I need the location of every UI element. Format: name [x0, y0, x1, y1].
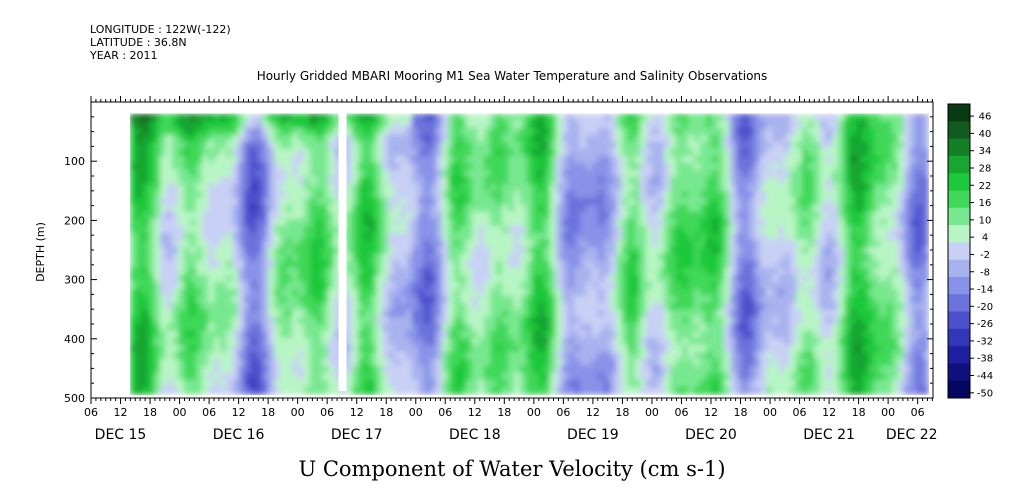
x-tick-label: 18 — [615, 406, 629, 419]
data-gap — [338, 111, 347, 392]
colorbar-swatch — [948, 121, 970, 140]
colorbar-tick-label: 40 — [979, 129, 992, 140]
y-tick-label: 500 — [64, 392, 85, 405]
colorbar-tick-label: -26 — [977, 319, 993, 330]
x-tick-label: 12 — [704, 406, 718, 419]
colorbar-tick-label: 46 — [979, 112, 992, 123]
colorbar-tick-label: -32 — [977, 336, 993, 347]
x-day-label: DEC 18 — [449, 427, 501, 443]
colorbar-tick-label: -50 — [977, 388, 993, 399]
chart-title: Hourly Gridded MBARI Mooring M1 Sea Wate… — [257, 69, 768, 83]
colorbar-swatch — [948, 104, 970, 122]
x-day-label: DEC 20 — [685, 427, 737, 443]
x-tick-label: 06 — [202, 406, 216, 419]
colorbar-swatch — [948, 225, 970, 243]
colorbar-tick-label: 34 — [979, 146, 992, 157]
colorbar-tick-label: 10 — [979, 215, 992, 226]
colorbar-swatch — [948, 328, 970, 347]
x-tick-label: 12 — [114, 406, 128, 419]
x-day-label: DEC 19 — [567, 427, 619, 443]
colorbar-swatch — [948, 155, 970, 174]
y-axis-label: DEPTH (m) — [34, 222, 47, 282]
y-axis: 100 200 300 400 500 — [64, 116, 933, 405]
colorbar-swatch — [948, 207, 970, 226]
x-tick-label: 00 — [527, 406, 541, 419]
latitude-label: LATITUDE : 36.8N — [90, 36, 187, 49]
x-tick-label: 18 — [497, 406, 511, 419]
x-tick-label: 06 — [793, 406, 807, 419]
colorbar-swatch — [948, 259, 970, 278]
year-label: YEAR : 2011 — [90, 49, 158, 62]
x-tick-label: 00 — [291, 406, 305, 419]
colorbar-label: U Component of Water Velocity (cm s-1) — [298, 457, 725, 481]
colorbar-tick-label: 28 — [979, 163, 992, 174]
x-tick-label: 18 — [379, 406, 393, 419]
x-tick-label: 06 — [556, 406, 570, 419]
colorbar-swatch — [948, 190, 970, 209]
x-axis: 06 12 18 00 06 12 18 00 06 12 18 00 06 12 18 00 06 12 18 00… — [84, 96, 938, 443]
colorbar-tick-label: -14 — [977, 285, 993, 296]
longitude-label: LONGITUDE : 122W(-122) — [90, 23, 231, 36]
colorbar-swatch — [948, 294, 970, 313]
y-tick-label: 200 — [64, 214, 85, 227]
x-day-label: DEC 16 — [213, 427, 265, 443]
colorbar-tick-label: -44 — [977, 371, 993, 382]
x-tick-label: 06 — [438, 406, 452, 419]
y-tick-label: 100 — [64, 155, 85, 168]
y-tick-label: 300 — [64, 274, 85, 287]
colorbar-swatch — [948, 380, 970, 399]
x-tick-label: 00 — [881, 406, 895, 419]
colorbar-swatch — [948, 276, 970, 295]
gap-stripe — [338, 111, 347, 392]
x-tick-label: 00 — [409, 406, 423, 419]
colorbar-tick-label: -2 — [980, 250, 990, 261]
x-tick-label: 00 — [173, 406, 187, 419]
x-tick-label: 12 — [822, 406, 836, 419]
x-day-label: DEC 22 — [886, 427, 938, 443]
x-tick-label: 12 — [232, 406, 246, 419]
x-tick-label: 18 — [261, 406, 275, 419]
x-tick-label: 06 — [911, 406, 925, 419]
colorbar-swatch — [948, 138, 970, 157]
colorbar: 46 40 34 28 22 16 10 4 -2 -8 -14 -20 -26 -32 -38 -44 -50 — [947, 103, 993, 399]
colorbar-swatch — [948, 346, 970, 364]
x-tick-label: 18 — [734, 406, 748, 419]
colorbar-tick-label: 22 — [979, 181, 992, 192]
x-day-label: DEC 17 — [331, 427, 383, 443]
colorbar-tick-label: -20 — [977, 302, 993, 313]
colorbar-swatch — [948, 242, 970, 261]
x-tick-label: 06 — [320, 406, 334, 419]
x-tick-label: 12 — [586, 406, 600, 419]
y-tick-label: 400 — [64, 333, 85, 346]
colorbar-frame — [947, 103, 971, 399]
colorbar-swatch — [948, 363, 970, 382]
colorbar-tick-label: 4 — [982, 233, 988, 244]
colorbar-swatch — [948, 173, 970, 191]
x-day-label: DEC 15 — [95, 427, 147, 443]
x-tick-label: 06 — [84, 406, 98, 419]
heatmap-field — [130, 113, 929, 395]
x-tick-label: 12 — [468, 406, 482, 419]
colorbar-tick-label: -8 — [980, 267, 990, 278]
x-tick-label: 06 — [674, 406, 688, 419]
x-tick-label: 18 — [852, 406, 866, 419]
x-tick-label: 12 — [350, 406, 364, 419]
x-tick-label: 00 — [645, 406, 659, 419]
x-tick-label: 00 — [763, 406, 777, 419]
x-day-label: DEC 21 — [803, 427, 855, 443]
colorbar-swatch — [948, 311, 970, 330]
colorbar-tick-label: 16 — [979, 198, 992, 209]
x-tick-label: 18 — [143, 406, 157, 419]
colorbar-tick-label: -38 — [977, 354, 993, 365]
